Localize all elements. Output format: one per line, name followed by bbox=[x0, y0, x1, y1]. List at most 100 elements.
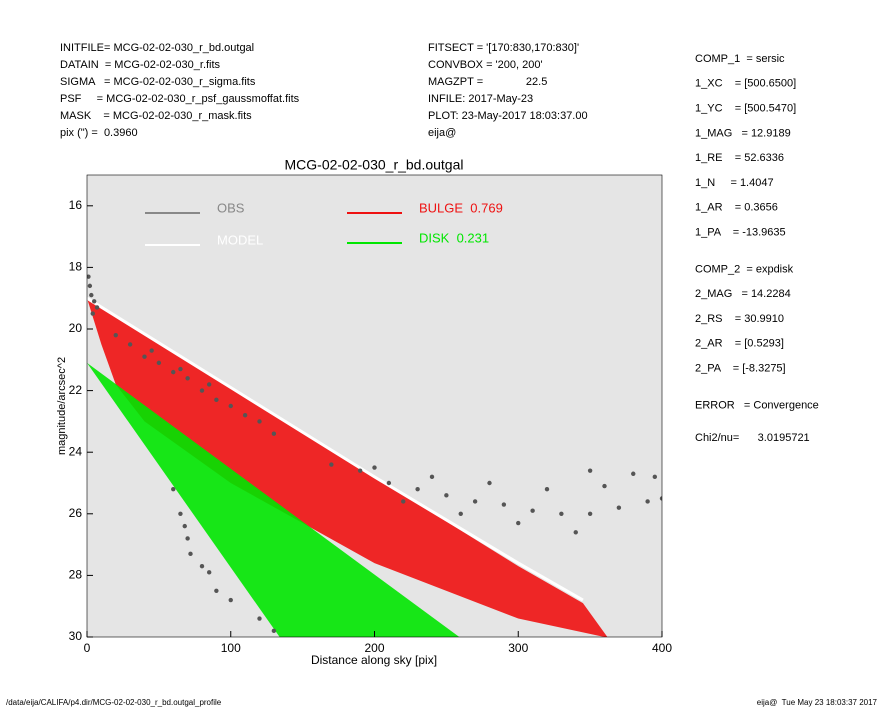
obs-point bbox=[91, 299, 97, 304]
y-tick-label: 30 bbox=[69, 629, 83, 643]
obs-point bbox=[188, 551, 193, 557]
header-center-line: eija@ bbox=[428, 127, 456, 139]
obs-point bbox=[458, 511, 463, 516]
fit-parameter: COMP_1 = sersic bbox=[695, 53, 785, 65]
obs-point bbox=[214, 588, 219, 593]
header-center-line: INFILE: 2017-May-23 bbox=[428, 93, 533, 105]
x-tick-label: 100 bbox=[221, 641, 241, 655]
obs-point bbox=[185, 376, 190, 381]
obs-point bbox=[94, 305, 100, 310]
fit-parameter: ERROR = Convergence bbox=[695, 399, 819, 411]
plot-layer bbox=[87, 274, 662, 637]
header-left-line: pix (") = 0.3960 bbox=[60, 127, 138, 139]
fit-parameter: 1_YC = [500.5470] bbox=[695, 103, 796, 115]
component-band bbox=[87, 362, 460, 637]
obs-point bbox=[415, 486, 420, 492]
legend-label: DISK 0.231 bbox=[419, 230, 489, 245]
obs-point bbox=[329, 462, 334, 467]
obs-point bbox=[602, 483, 607, 489]
obs-point bbox=[372, 465, 377, 470]
obs-point bbox=[357, 468, 363, 473]
header-left-line: DATAIN = MCG-02-02-030_r.fits bbox=[60, 59, 221, 71]
footer-right: eija@ Tue May 23 18:03:37 2017 bbox=[757, 698, 878, 707]
y-tick-label: 28 bbox=[69, 568, 83, 582]
header-center-line: CONVBOX = '200, 200' bbox=[428, 59, 543, 71]
obs-point bbox=[257, 616, 262, 621]
legend-label: OBS bbox=[217, 200, 245, 215]
x-tick-label: 400 bbox=[652, 641, 672, 655]
obs-point bbox=[631, 471, 636, 476]
obs-point bbox=[530, 508, 535, 513]
obs-point bbox=[587, 468, 593, 473]
fit-parameter: 1_MAG = 12.9189 bbox=[695, 127, 791, 139]
header-center-line: FITSECT = '[170:830,170:830]' bbox=[428, 42, 579, 54]
obs-point bbox=[171, 369, 176, 375]
header-left-line: SIGMA = MCG-02-02-030_r_sigma.fits bbox=[60, 76, 256, 88]
header-left-line: MASK = MCG-02-02-030_r_mask.fits bbox=[60, 110, 252, 122]
obs-point bbox=[185, 536, 190, 541]
obs-point bbox=[487, 480, 492, 486]
x-tick-label: 0 bbox=[84, 641, 91, 655]
obs-point bbox=[199, 388, 205, 393]
y-tick-label: 26 bbox=[69, 506, 83, 520]
fit-parameter: 2_MAG = 14.2284 bbox=[695, 288, 791, 300]
fit-parameter: 1_RE = 52.6336 bbox=[695, 152, 784, 164]
y-tick-label: 16 bbox=[69, 198, 83, 212]
obs-point bbox=[206, 570, 212, 575]
fit-parameter: Chi2/nu= 3.0195721 bbox=[695, 432, 810, 444]
component-band bbox=[87, 298, 608, 637]
obs-point bbox=[271, 628, 277, 634]
obs-point bbox=[149, 348, 154, 353]
y-tick-label: 22 bbox=[69, 383, 83, 397]
fit-parameter: COMP_2 = expdisk bbox=[695, 263, 794, 275]
footer-left: /data/eija/CALIFA/p4.dir/MCG-02-02-030_r… bbox=[6, 698, 222, 707]
obs-point bbox=[544, 486, 550, 492]
legend-label: MODEL bbox=[217, 232, 263, 247]
y-tick-label: 24 bbox=[69, 444, 83, 458]
header-center-line: MAGZPT = 22.5 bbox=[428, 76, 547, 88]
obs-point bbox=[89, 292, 94, 298]
header-center-line: PLOT: 23-May-2017 18:03:37.00 bbox=[428, 110, 588, 122]
obs-point bbox=[228, 597, 233, 603]
fit-parameter: 1_PA = -13.9635 bbox=[695, 227, 786, 239]
obs-point bbox=[87, 274, 91, 279]
x-tick-label: 200 bbox=[364, 641, 384, 655]
fit-parameter: 2_AR = [0.5293] bbox=[695, 338, 784, 350]
obs-point bbox=[429, 474, 435, 480]
obs-point bbox=[171, 486, 176, 492]
obs-point bbox=[573, 530, 578, 535]
obs-point bbox=[645, 499, 650, 504]
obs-point bbox=[401, 499, 406, 504]
obs-point bbox=[501, 502, 507, 507]
obs-point bbox=[178, 511, 183, 516]
obs-point bbox=[214, 397, 219, 403]
obs-point bbox=[142, 354, 147, 359]
obs-point bbox=[87, 283, 93, 289]
y-tick-label: 18 bbox=[69, 260, 83, 274]
x-tick-label: 300 bbox=[508, 641, 528, 655]
header-left-line: PSF = MCG-02-02-030_r_psf_gaussmoffat.fi… bbox=[60, 93, 300, 105]
obs-point bbox=[616, 505, 622, 510]
obs-point bbox=[90, 311, 95, 316]
fit-parameter: 1_AR = 0.3656 bbox=[695, 202, 778, 214]
chart-title: MCG-02-02-030_r_bd.outgal bbox=[285, 157, 464, 173]
obs-point bbox=[257, 419, 262, 424]
obs-point bbox=[199, 563, 205, 569]
obs-point bbox=[444, 493, 449, 498]
obs-point bbox=[242, 413, 248, 418]
x-axis-label: Distance along sky [pix] bbox=[311, 653, 437, 667]
legend-label: BULGE 0.769 bbox=[419, 200, 503, 215]
obs-point bbox=[127, 342, 133, 347]
obs-point bbox=[386, 480, 392, 486]
y-axis-label: magnitude/arcsec^2 bbox=[56, 357, 68, 455]
fit-parameter: 2_PA = [-8.3275] bbox=[695, 363, 786, 375]
header-left-line: INITFILE= MCG-02-02-030_r_bd.outgal bbox=[60, 42, 254, 54]
obs-point bbox=[228, 403, 233, 409]
y-tick-label: 20 bbox=[69, 321, 83, 335]
obs-point bbox=[559, 511, 564, 516]
fit-parameter: 1_XC = [500.6500] bbox=[695, 78, 796, 90]
obs-point bbox=[516, 520, 521, 526]
obs-point bbox=[652, 474, 658, 480]
obs-point bbox=[587, 511, 593, 516]
